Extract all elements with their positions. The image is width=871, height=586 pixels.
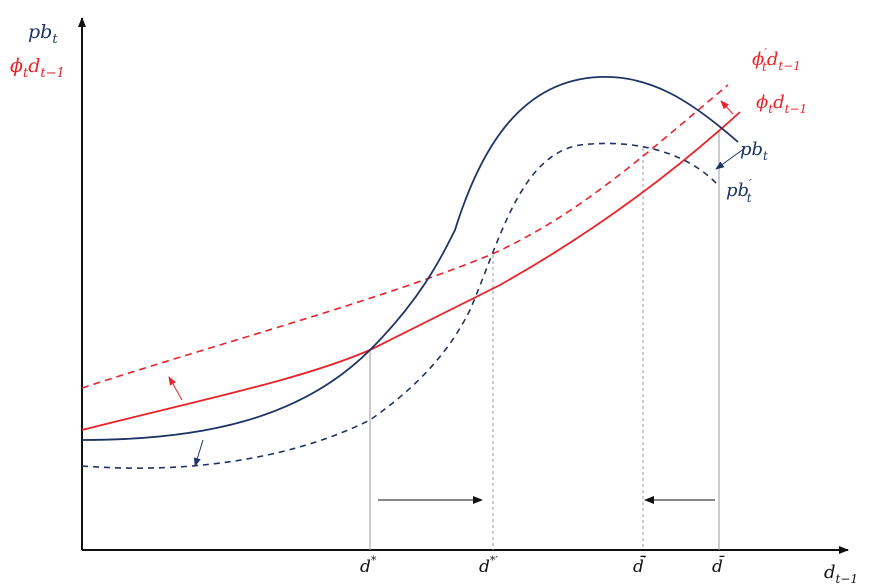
x-axis-label: dt−1	[824, 562, 858, 586]
tick-d-star: d*	[360, 554, 377, 577]
curve-pb	[81, 76, 739, 441]
curve-phi-prime-d	[81, 84, 729, 389]
label-phi-d: ϕtdt−1	[756, 92, 807, 116]
curve-pb-prime	[81, 142, 719, 469]
y-axis-label-phi-d: ϕtdt−1	[10, 55, 65, 81]
tick-d-star-prime: d*′	[479, 554, 498, 577]
shift-arrow-blue-left	[194, 439, 204, 467]
y-axis-label-pb: pbt	[28, 21, 58, 47]
shift-arrow-blue-right	[715, 147, 746, 170]
tick-d-bar-prime: d̄′	[633, 554, 647, 577]
shift-arrow-red-right	[720, 100, 734, 115]
tick-d-bar: d̄	[712, 554, 725, 577]
label-pb: pbt	[740, 139, 768, 163]
label-phi-prime-d: ϕ′ tdt−1	[752, 46, 801, 74]
label-pb-prime: pb′ t	[726, 177, 752, 205]
shift-arrow-red-left	[168, 376, 183, 401]
curve-phi-d	[81, 111, 741, 431]
